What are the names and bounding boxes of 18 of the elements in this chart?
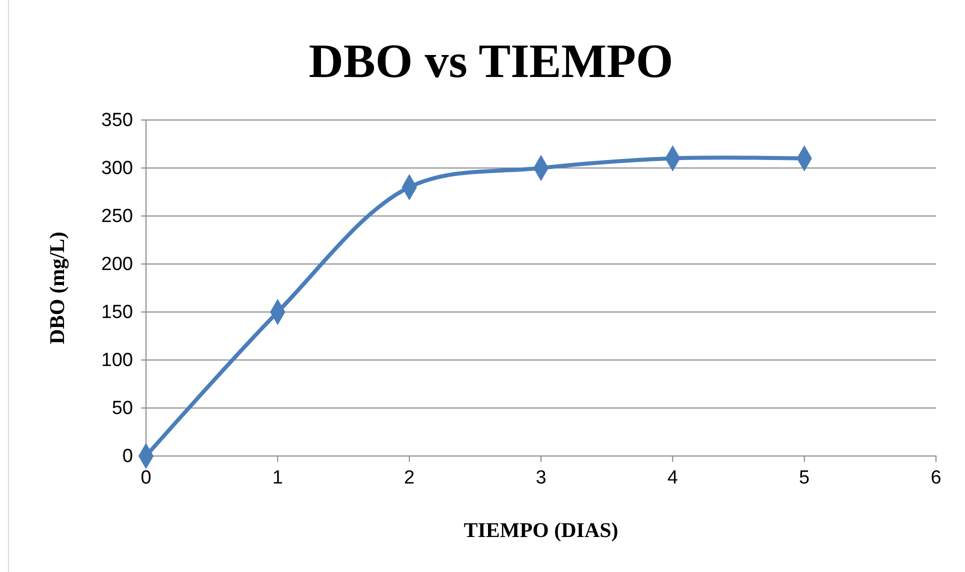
x-tick-label: 5 <box>799 467 810 488</box>
y-tick-label: 200 <box>101 254 133 276</box>
x-tick-label: 1 <box>272 467 283 488</box>
y-tick-label: 300 <box>101 158 133 180</box>
chart-title: DBO vs TIEMPO <box>308 35 674 88</box>
x-tick-label: 2 <box>404 467 415 488</box>
x-axis-title: TIEMPO (DIAS) <box>464 518 618 542</box>
y-tick-label: 100 <box>101 350 133 372</box>
y-tick-label: 250 <box>101 206 133 228</box>
y-tick-label: 50 <box>112 398 133 420</box>
y-tick-label: 0 <box>122 446 133 468</box>
x-tick-label: 0 <box>140 467 152 488</box>
x-tick-label: 4 <box>667 467 678 488</box>
y-tick-label: 150 <box>101 302 133 324</box>
x-tick-label: 3 <box>536 467 546 488</box>
y-axis-title: DBO (mg/L) <box>45 232 69 344</box>
x-tick-label: 6 <box>930 467 942 488</box>
y-tick-label: 350 <box>101 110 133 132</box>
